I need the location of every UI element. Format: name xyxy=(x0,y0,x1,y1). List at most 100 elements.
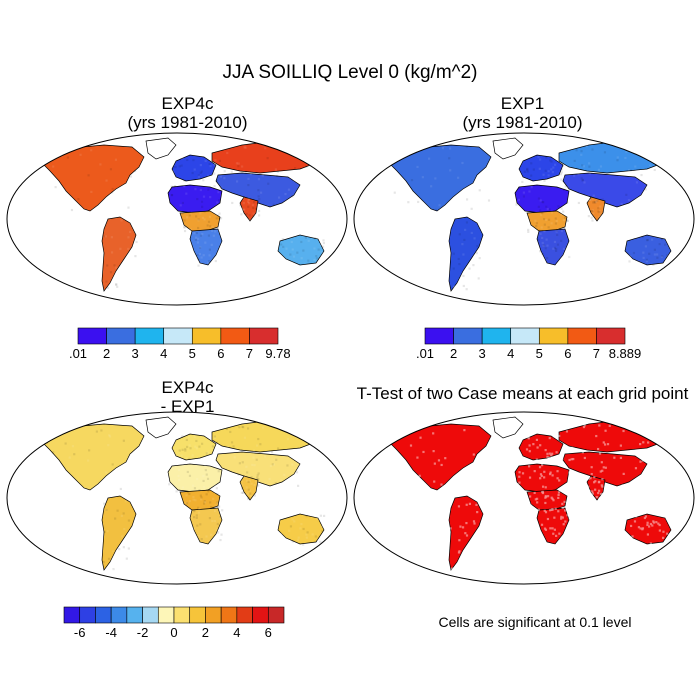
colorbar-tick-label: 8.889 xyxy=(609,346,642,361)
region-south-america xyxy=(101,216,137,292)
colorbar-swatch xyxy=(77,327,107,345)
colorbar-tick-label: 3 xyxy=(479,346,486,361)
region-asia xyxy=(562,451,648,487)
region-australia xyxy=(277,513,325,545)
colorbar-tick-label: 4 xyxy=(233,625,240,640)
colorbar-swatch xyxy=(481,327,512,345)
colorbar-tick-label: 4 xyxy=(507,346,514,361)
colorbar-swatch xyxy=(205,606,222,624)
colorbar-tick-label: 2 xyxy=(202,625,209,640)
colorbar-tick-label: -4 xyxy=(105,625,117,640)
region-central-africa xyxy=(179,210,221,232)
map-ttest xyxy=(353,411,695,585)
panel-title-exp1-line2: (yrs 1981-2010) xyxy=(462,113,583,132)
map-border xyxy=(353,411,695,585)
panel-title-diff: EXP4c - EXP1 xyxy=(25,378,350,416)
region-southern-africa xyxy=(536,228,570,266)
panel-title-diff-line1: EXP4c xyxy=(161,378,214,397)
colorbar-swatch xyxy=(106,327,136,345)
colorbar-swatch xyxy=(163,327,193,345)
region-north-america xyxy=(388,423,492,491)
colorbar-tick-label: -2 xyxy=(137,625,149,640)
colorbar-swatch xyxy=(134,327,165,345)
region-greenland xyxy=(145,137,177,160)
region-greenland xyxy=(492,137,524,160)
significance-note: Cells are significant at 0.1 level xyxy=(438,614,632,630)
region-asia xyxy=(562,172,648,208)
region-greenland xyxy=(492,416,524,439)
colorbar-swatch xyxy=(453,327,483,345)
map-border xyxy=(353,132,695,306)
panel-title-exp4c-line1: EXP4c xyxy=(161,94,214,113)
colorbar-tick-label: 7 xyxy=(246,346,253,361)
colorbar-swatch xyxy=(424,327,454,345)
colorbar-tick-label: 2 xyxy=(103,346,110,361)
colorbar-swatch xyxy=(236,606,253,624)
colorbar-tick-label: .01 xyxy=(69,346,87,361)
colorbar-swatch xyxy=(110,606,128,624)
region-india xyxy=(239,196,259,222)
region-greenland xyxy=(145,416,177,439)
colorbar-exp1: .01 2 3 4 5 6 7 8.889 xyxy=(416,327,642,361)
region-central-africa xyxy=(179,489,221,511)
region-north-america xyxy=(41,144,145,212)
colorbar-tick-label: 3 xyxy=(132,346,139,361)
region-europe xyxy=(171,154,217,182)
region-south-america xyxy=(101,495,137,571)
region-south-america xyxy=(448,495,484,571)
colorbar-swatch xyxy=(249,327,279,345)
colorbar-swatch xyxy=(191,327,222,345)
region-asia xyxy=(215,451,301,487)
colorbar-swatch xyxy=(252,606,269,624)
colorbar-tick-label: 5 xyxy=(189,346,196,361)
region-asia xyxy=(215,172,301,208)
colorbar-swatch xyxy=(142,606,159,624)
region-australia xyxy=(277,234,325,266)
colorbar-tick-label: 4 xyxy=(160,346,167,361)
region-southern-africa xyxy=(189,228,223,266)
colorbar-swatch xyxy=(126,606,143,624)
region-central-africa xyxy=(526,489,568,511)
colorbar-swatch xyxy=(63,606,81,624)
region-north-america xyxy=(41,423,145,491)
region-central-africa xyxy=(526,210,568,232)
panel-title-exp1-line1: EXP1 xyxy=(500,94,545,113)
colorbar-swatch xyxy=(189,606,206,624)
region-india xyxy=(239,475,259,501)
region-india xyxy=(586,196,606,222)
colorbar-exp4c: .01 2 3 4 5 6 7 9.78 xyxy=(69,327,291,361)
colorbar-swatch xyxy=(596,327,626,345)
colorbar-tick-label: 7 xyxy=(593,346,600,361)
region-southern-africa xyxy=(536,507,570,545)
colorbar-tick-label: -6 xyxy=(74,625,86,640)
colorbar-swatch xyxy=(567,327,597,345)
colorbar-diff: -6 -4 -2 0 2 4 6 xyxy=(63,606,285,640)
colorbar-tick-label: .01 xyxy=(416,346,434,361)
panel-title-exp4c: EXP4c (yrs 1981-2010) xyxy=(25,94,350,132)
colorbar-swatch xyxy=(538,327,569,345)
region-australia xyxy=(624,513,672,545)
region-europe xyxy=(171,433,217,461)
colorbar-swatch xyxy=(173,606,191,624)
colorbar-tick-label: 6 xyxy=(217,346,224,361)
region-north-america xyxy=(388,144,492,212)
panel-title-ttest: T-Test of two Case means at each grid po… xyxy=(356,384,689,403)
region-india xyxy=(586,475,606,501)
colorbar-tick-label: 2 xyxy=(450,346,457,361)
panel-title-exp1: EXP1 (yrs 1981-2010) xyxy=(350,94,695,132)
map-border xyxy=(6,411,348,585)
colorbar-tick-label: 9.78 xyxy=(265,346,290,361)
colorbar-swatch xyxy=(79,606,96,624)
colorbar-swatch xyxy=(267,606,285,624)
colorbar-swatch xyxy=(220,327,250,345)
colorbar-swatch xyxy=(220,606,238,624)
map-exp1 xyxy=(353,132,695,306)
region-south-america xyxy=(448,216,484,292)
colorbar-tick-label: 6 xyxy=(265,625,272,640)
region-southern-africa xyxy=(189,507,223,545)
map-exp4c-minus-exp1 xyxy=(6,411,348,585)
map-exp4c xyxy=(6,132,348,306)
colorbar-tick-label: 6 xyxy=(564,346,571,361)
colorbar-tick-label: 0 xyxy=(170,625,177,640)
colorbar-swatch xyxy=(510,327,540,345)
